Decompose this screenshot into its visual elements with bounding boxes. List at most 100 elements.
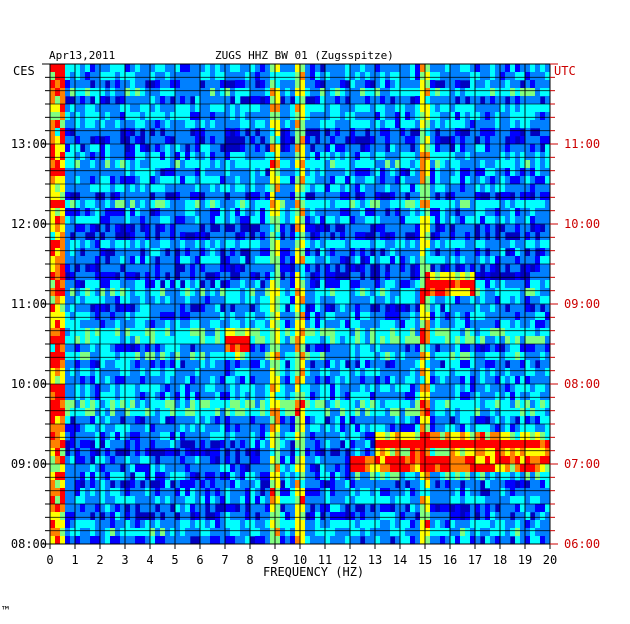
power-cell xyxy=(100,184,106,193)
power-cell xyxy=(130,200,136,209)
power-cell xyxy=(475,312,481,321)
power-cell xyxy=(515,360,521,369)
power-cell xyxy=(220,272,226,281)
power-cell xyxy=(525,160,531,169)
power-cell xyxy=(65,160,71,169)
power-cell xyxy=(395,72,401,81)
power-cell xyxy=(60,336,66,345)
power-cell xyxy=(265,104,271,113)
power-cell xyxy=(60,224,66,233)
power-cell xyxy=(145,280,151,289)
power-cell xyxy=(530,376,536,385)
power-cell xyxy=(130,312,136,321)
power-cell xyxy=(495,440,501,449)
power-cell xyxy=(510,280,516,289)
power-cell xyxy=(330,480,336,489)
power-cell xyxy=(365,160,371,169)
power-cell xyxy=(295,472,301,481)
power-cell xyxy=(360,312,366,321)
power-cell xyxy=(360,176,366,185)
power-cell xyxy=(50,344,56,353)
power-cell xyxy=(325,344,331,353)
power-cell xyxy=(95,416,101,425)
power-cell xyxy=(400,416,406,425)
power-cell xyxy=(465,176,471,185)
power-cell xyxy=(320,144,326,153)
power-cell xyxy=(375,104,381,113)
power-cell xyxy=(495,424,501,433)
power-cell xyxy=(420,80,426,89)
power-cell xyxy=(105,208,111,217)
power-cell xyxy=(160,344,166,353)
power-cell xyxy=(190,80,196,89)
power-cell xyxy=(250,344,256,353)
power-cell xyxy=(330,272,336,281)
power-cell xyxy=(300,232,306,241)
power-cell xyxy=(380,264,386,273)
power-cell xyxy=(415,64,421,73)
power-cell xyxy=(80,104,86,113)
power-cell xyxy=(530,400,536,409)
power-cell xyxy=(545,480,551,489)
power-cell xyxy=(180,336,186,345)
power-cell xyxy=(500,392,506,401)
power-cell xyxy=(355,416,361,425)
power-cell xyxy=(115,80,121,89)
power-cell xyxy=(400,232,406,241)
power-cell xyxy=(340,304,346,313)
power-cell xyxy=(420,384,426,393)
power-cell xyxy=(90,64,96,73)
power-cell xyxy=(55,80,61,89)
power-cell xyxy=(235,304,241,313)
power-cell xyxy=(100,88,106,97)
power-cell xyxy=(300,400,306,409)
power-cell xyxy=(345,88,351,97)
power-cell xyxy=(495,328,501,337)
power-cell xyxy=(225,312,231,321)
power-cell xyxy=(240,432,246,441)
power-cell xyxy=(375,280,381,289)
power-cell xyxy=(420,320,426,329)
power-cell xyxy=(515,144,521,153)
power-cell xyxy=(435,432,441,441)
power-cell xyxy=(430,352,436,361)
power-cell xyxy=(480,304,486,313)
power-cell xyxy=(165,80,171,89)
power-cell xyxy=(445,256,451,265)
power-cell xyxy=(195,184,201,193)
power-cell xyxy=(420,240,426,249)
power-cell xyxy=(440,200,446,209)
power-cell xyxy=(80,184,86,193)
power-cell xyxy=(210,480,216,489)
power-cell xyxy=(225,416,231,425)
power-cell xyxy=(145,120,151,129)
power-cell xyxy=(300,256,306,265)
power-cell xyxy=(270,304,276,313)
power-cell xyxy=(430,272,436,281)
power-cell xyxy=(495,248,501,257)
power-cell xyxy=(230,456,236,465)
power-cell xyxy=(535,224,541,233)
power-cell xyxy=(275,472,281,481)
power-cell xyxy=(490,472,496,481)
power-cell xyxy=(310,480,316,489)
power-cell xyxy=(170,200,176,209)
power-cell xyxy=(390,320,396,329)
power-cell xyxy=(275,72,281,81)
power-cell xyxy=(500,232,506,241)
power-cell xyxy=(170,72,176,81)
power-cell xyxy=(305,80,311,89)
power-cell xyxy=(215,128,221,137)
power-cell xyxy=(440,464,446,473)
power-cell xyxy=(415,360,421,369)
power-cell xyxy=(300,448,306,457)
power-cell xyxy=(75,272,81,281)
power-cell xyxy=(300,440,306,449)
power-cell xyxy=(510,248,516,257)
power-cell xyxy=(430,408,436,417)
power-cell xyxy=(130,392,136,401)
power-cell xyxy=(515,64,521,73)
power-cell xyxy=(150,368,156,377)
power-cell xyxy=(125,456,131,465)
power-cell xyxy=(400,120,406,129)
